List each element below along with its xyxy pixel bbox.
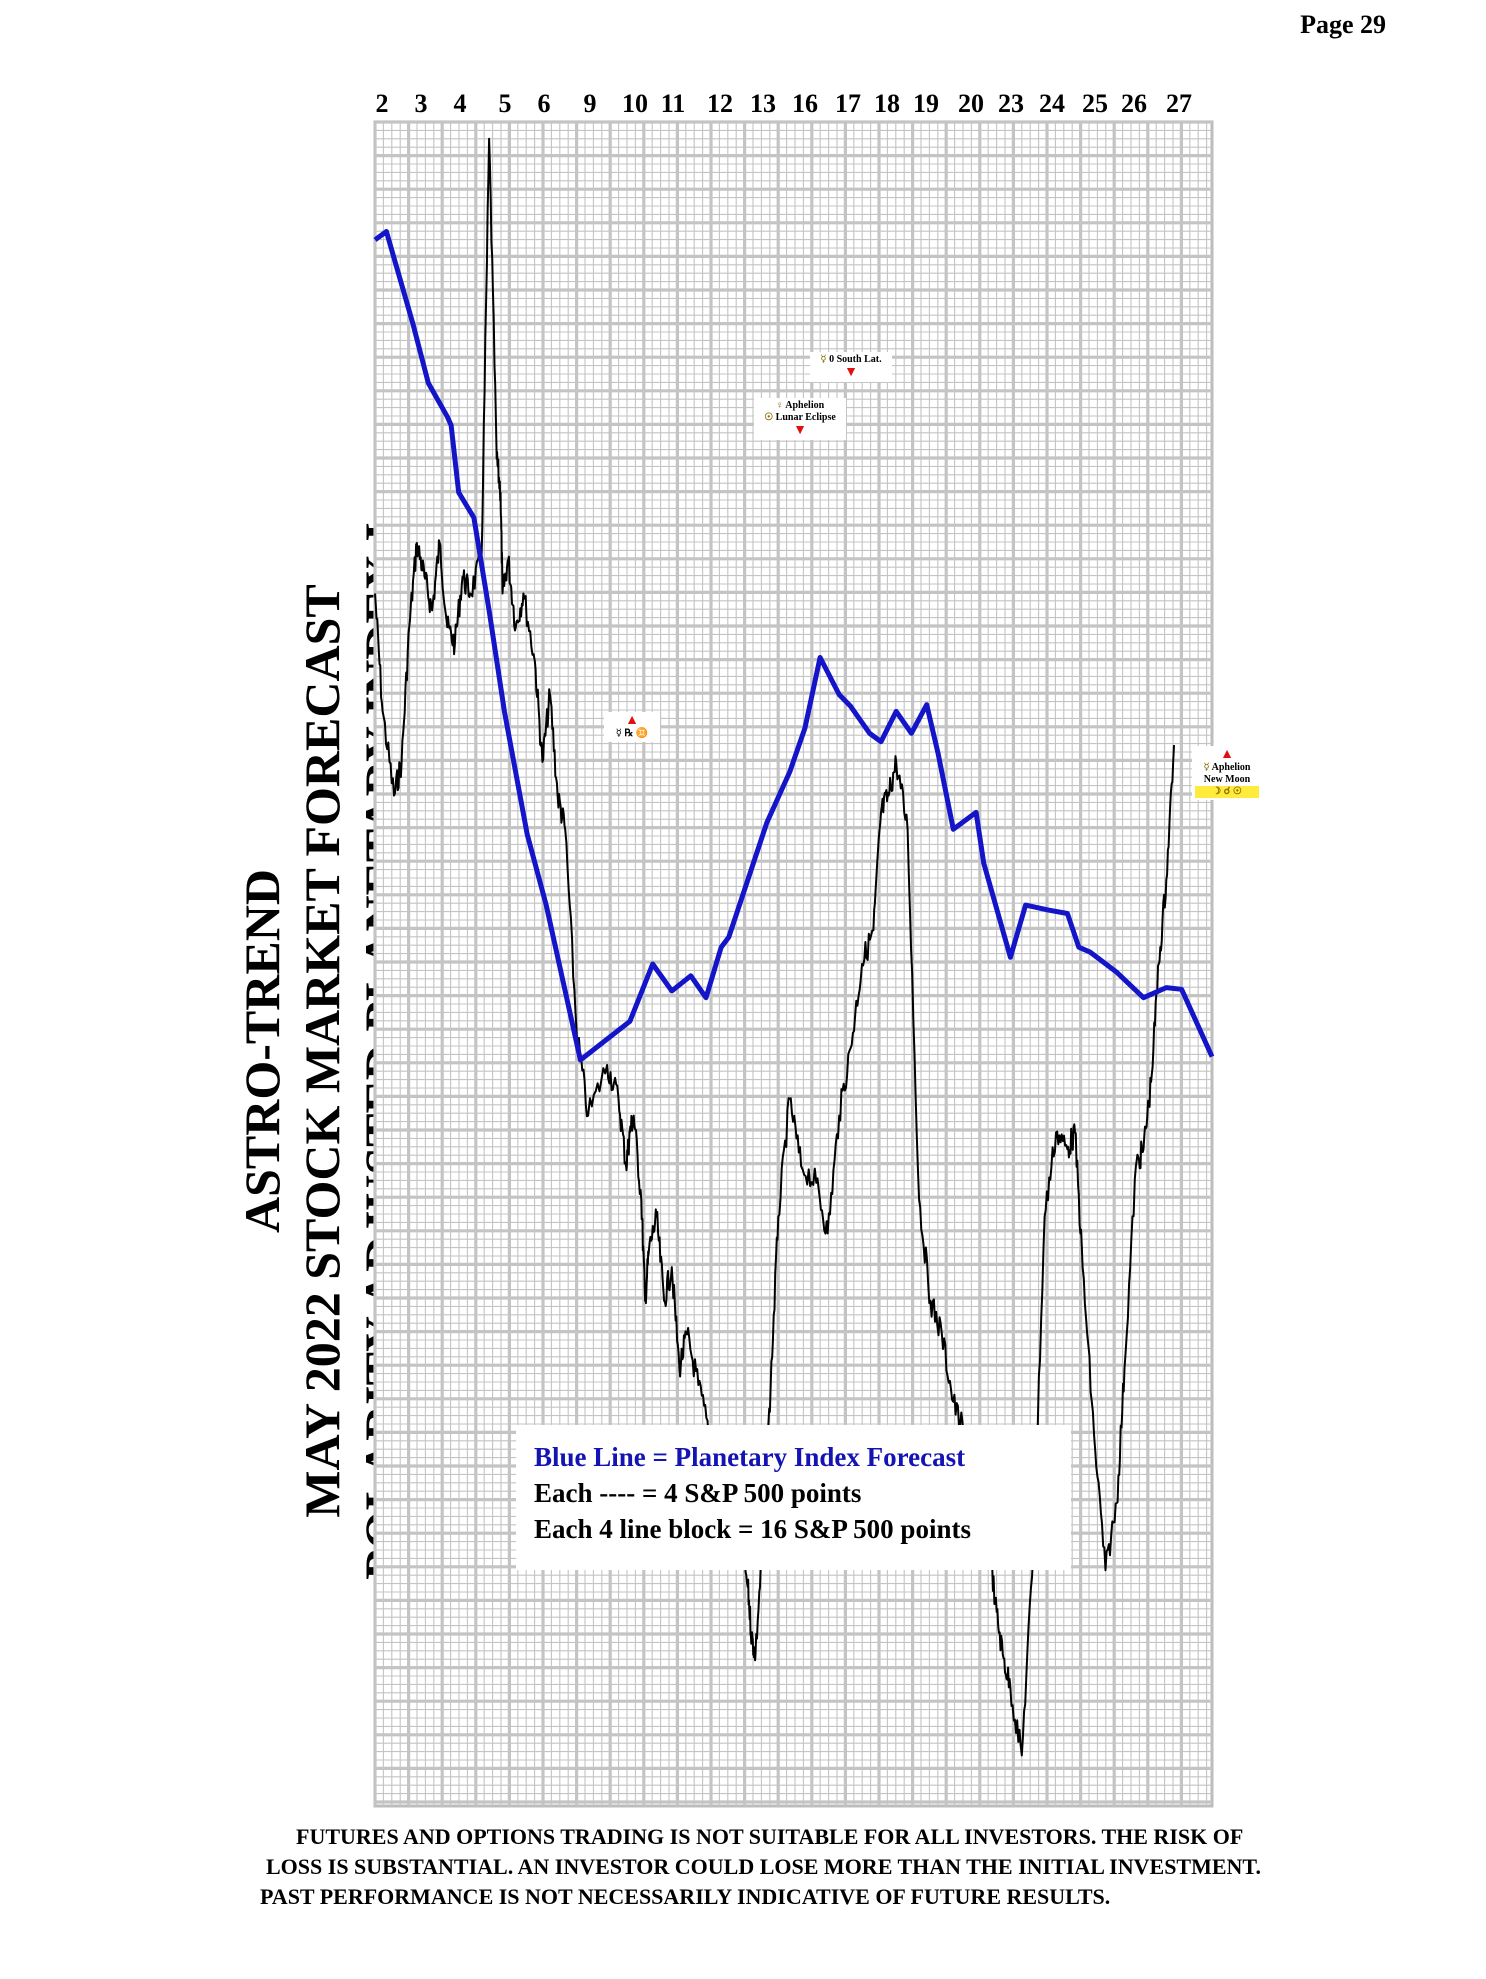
annotation-new-moon-text: New Moon [1203, 774, 1251, 785]
disclaimer-line-2: LOSS IS SUBSTANTIAL. AN INVESTOR COULD L… [266, 1854, 1261, 1879]
x-tick-label: 9 [584, 89, 597, 118]
up-arrow-icon: ▲ [1220, 747, 1234, 762]
x-tick-label: 20 [958, 89, 984, 118]
annotation-aphelion-eclipse: ♀ Aphelion ☉ Lunar Eclipse ▼ [754, 398, 846, 440]
annotation-station-text: ☿ ℞ ♊ [615, 728, 649, 739]
x-tick-label: 6 [538, 89, 551, 118]
x-tick-label: 4 [454, 89, 467, 118]
annotation-south-lat: ☿ 0 South Lat. ▼ [810, 352, 892, 382]
down-arrow-icon: ▼ [844, 365, 858, 380]
annotation-aphelion-newmoon: ▲ ☿ Aphelion New Moon ☽ ☌ ☉ [1192, 746, 1262, 800]
chart-legend: Blue Line = Planetary Index Forecast Eac… [516, 1425, 1071, 1570]
legend-line-3: Each 4 line block = 16 S&P 500 points [534, 1514, 971, 1544]
annotation-aphelion-text: Aphelion [785, 400, 825, 411]
legend-line-2: Each ---- = 4 S&P 500 points [534, 1478, 862, 1508]
x-tick-label: 26 [1121, 89, 1147, 118]
x-tick-label: 13 [750, 89, 776, 118]
annotation-south-lat-text: 0 South Lat. [829, 354, 882, 365]
legend-line-1: Blue Line = Planetary Index Forecast [534, 1442, 966, 1472]
venus-glyph-icon: ♀ [775, 400, 784, 411]
x-tick-label: 2 [376, 89, 389, 118]
conjunction-glyph-icon: ☽ ☌ ☉ [1195, 786, 1259, 798]
planetary-index-line [373, 229, 1215, 1063]
x-tick-label: 27 [1166, 89, 1192, 118]
up-arrow-icon: ▲ [625, 713, 639, 728]
mercury-glyph-icon: ☿ [1203, 762, 1210, 773]
x-tick-label: 5 [499, 89, 512, 118]
annotation-aphelion-text: Aphelion [1211, 762, 1251, 773]
x-tick-label: 17 [835, 89, 861, 118]
x-tick-label: 25 [1082, 89, 1108, 118]
x-tick-label: 3 [415, 89, 428, 118]
disclaimer-line-1: FUTURES AND OPTIONS TRADING IS NOT SUITA… [296, 1824, 1244, 1849]
mercury-glyph-icon: ☿ [820, 354, 827, 365]
down-arrow-icon: ▼ [793, 423, 807, 438]
x-tick-label: 12 [707, 89, 733, 118]
x-tick-label: 23 [998, 89, 1024, 118]
eclipse-glyph-icon: ☉ [764, 412, 774, 423]
x-tick-label: 10 [622, 89, 648, 118]
disclaimer: FUTURES AND OPTIONS TRADING IS NOT SUITA… [260, 1822, 1440, 1912]
annotation-lunar-eclipse-text: Lunar Eclipse [775, 412, 836, 423]
x-tick-label: 18 [874, 89, 900, 118]
x-tick-label: 11 [661, 89, 686, 118]
page-number: Page 29 [1300, 10, 1386, 39]
x-tick-label: 19 [913, 89, 939, 118]
x-tick-label: 24 [1039, 89, 1065, 118]
day-labels: 2 3 4 5 6 9 10 11 12 13 16 17 18 19 20 23 24 25 26 27 [376, 89, 1193, 118]
x-tick-label: 16 [792, 89, 818, 118]
annotation-station: ▲ ☿ ℞ ♊ [604, 712, 660, 742]
series-planetary-index [373, 229, 1215, 1063]
disclaimer-line-3: PAST PERFORMANCE IS NOT NECESSARILY INDI… [260, 1884, 1111, 1909]
